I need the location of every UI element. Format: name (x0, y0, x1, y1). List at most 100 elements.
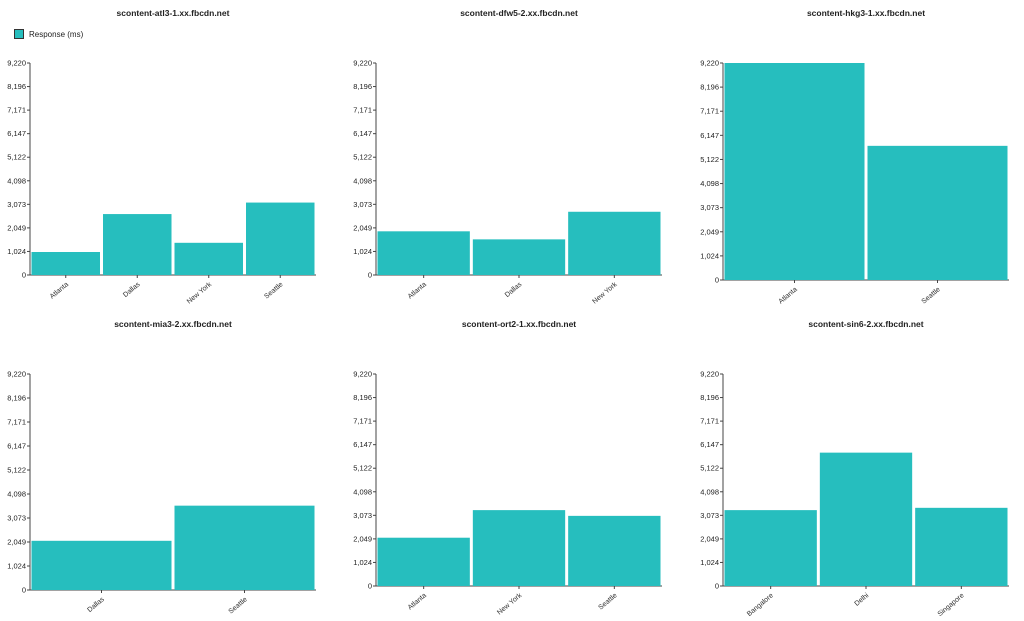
chart-panel: scontent-mia3-2.xx.fbcdn.net 0 1,024 2,049 3… (7, 319, 316, 616)
y-tick-label: 4,098 (700, 179, 719, 188)
y-tick-label: 5,122 (700, 464, 719, 473)
bar (724, 510, 817, 586)
y-tick-label: 8,196 (700, 393, 719, 402)
y-tick-label: 2,049 (353, 534, 372, 543)
x-tick-label: Atlanta (778, 286, 799, 305)
x-tick-label: Dallas (504, 281, 524, 299)
bar (724, 63, 865, 280)
legend-swatch (14, 29, 24, 39)
y-tick-label: 8,196 (7, 394, 26, 403)
y-tick-label: 6,147 (353, 440, 372, 449)
chart-title: scontent-mia3-2.xx.fbcdn.net (114, 319, 232, 329)
y-tick-label: 1,024 (700, 558, 719, 567)
x-tick-label: New York (591, 281, 619, 306)
y-tick-label: 0 (22, 271, 26, 280)
x-tick-label: Dallas (86, 596, 106, 614)
y-tick-label: 1,024 (353, 558, 372, 567)
y-tick-label: 5,122 (7, 153, 26, 162)
chart-panel: scontent-sin6-2.xx.fbcdn.net 0 1,024 2,049 3… (700, 319, 1009, 618)
bar (819, 452, 913, 586)
y-tick-label: 9,220 (7, 370, 26, 379)
y-tick-label: 1,024 (353, 247, 372, 256)
y-tick-label: 8,196 (353, 82, 372, 91)
bar (174, 505, 315, 590)
y-tick-label: 4,098 (7, 176, 26, 185)
y-tick-label: 2,049 (7, 223, 26, 232)
bar (103, 214, 172, 275)
x-tick-label: Seattle (228, 596, 249, 615)
y-tick-label: 4,098 (700, 487, 719, 496)
y-tick-label: 7,171 (700, 417, 719, 426)
y-tick-label: 1,024 (7, 562, 26, 571)
y-tick-label: 0 (368, 582, 372, 591)
y-tick-label: 6,147 (7, 129, 26, 138)
bar (377, 231, 470, 275)
y-tick-label: 4,098 (353, 176, 372, 185)
y-tick-label: 6,147 (700, 131, 719, 140)
y-tick-label: 4,098 (7, 490, 26, 499)
chart-title: scontent-sin6-2.xx.fbcdn.net (808, 319, 923, 329)
y-tick-label: 9,220 (353, 59, 372, 68)
y-tick-label: 3,073 (353, 200, 372, 209)
y-tick-label: 2,049 (700, 534, 719, 543)
y-tick-label: 9,220 (700, 370, 719, 379)
y-tick-label: 3,073 (7, 200, 26, 209)
y-tick-label: 1,024 (700, 251, 719, 260)
legend-label: Response (ms) (29, 29, 84, 39)
bar (246, 202, 315, 275)
y-tick-label: 0 (715, 582, 719, 591)
x-tick-label: Atlanta (407, 592, 428, 611)
y-tick-label: 0 (22, 586, 26, 595)
legend: Response (ms) (14, 29, 83, 39)
y-tick-label: 9,220 (7, 59, 26, 68)
y-tick-label: 2,049 (700, 227, 719, 236)
y-tick-label: 9,220 (353, 370, 372, 379)
chart-panel: scontent-atl3-1.xx.fbcdn.net 0 1,024 2,049 3… (7, 8, 316, 306)
bar (915, 507, 1008, 586)
y-tick-label: 7,171 (7, 106, 26, 115)
y-tick-label: 9,220 (700, 59, 719, 68)
y-tick-label: 6,147 (353, 129, 372, 138)
bar (568, 515, 661, 586)
x-tick-label: Delhi (854, 592, 871, 608)
y-tick-label: 6,147 (700, 440, 719, 449)
y-tick-label: 7,171 (7, 418, 26, 427)
x-tick-label: Bangalore (746, 592, 775, 618)
chart-title: scontent-hkg3-1.xx.fbcdn.net (807, 8, 925, 18)
x-tick-label: Singapore (937, 592, 966, 618)
bar (31, 252, 100, 275)
y-tick-label: 7,171 (353, 417, 372, 426)
y-tick-label: 2,049 (353, 223, 372, 232)
x-tick-label: Dallas (122, 281, 142, 299)
y-tick-label: 8,196 (7, 82, 26, 91)
y-tick-label: 5,122 (353, 153, 372, 162)
y-tick-label: 4,098 (353, 487, 372, 496)
x-tick-label: Seattle (263, 281, 284, 300)
bar (174, 242, 243, 275)
y-tick-label: 7,171 (353, 106, 372, 115)
chart-panel: scontent-dfw5-2.xx.fbcdn.net 0 1,024 2,049 3… (353, 8, 662, 306)
y-tick-label: 1,024 (7, 247, 26, 256)
chart-title: scontent-dfw5-2.xx.fbcdn.net (460, 8, 578, 18)
x-tick-label: Seattle (597, 592, 618, 611)
y-tick-label: 5,122 (700, 155, 719, 164)
y-tick-label: 3,073 (7, 514, 26, 523)
y-tick-label: 0 (715, 276, 719, 285)
x-tick-label: New York (496, 592, 524, 617)
y-tick-label: 5,122 (7, 466, 26, 475)
bar (568, 211, 661, 275)
bar (867, 145, 1008, 280)
y-tick-label: 3,073 (700, 511, 719, 520)
y-tick-label: 5,122 (353, 464, 372, 473)
y-tick-label: 3,073 (700, 203, 719, 212)
bar (472, 510, 566, 586)
bar (377, 537, 470, 586)
y-tick-label: 2,049 (7, 538, 26, 547)
chart-panel: scontent-ort2-1.xx.fbcdn.net 0 1,024 2,049 3… (353, 319, 662, 617)
y-tick-label: 8,196 (700, 83, 719, 92)
y-tick-label: 7,171 (700, 107, 719, 116)
chart-title: scontent-ort2-1.xx.fbcdn.net (462, 319, 576, 329)
chart-title: scontent-atl3-1.xx.fbcdn.net (117, 8, 230, 18)
y-tick-label: 6,147 (7, 442, 26, 451)
